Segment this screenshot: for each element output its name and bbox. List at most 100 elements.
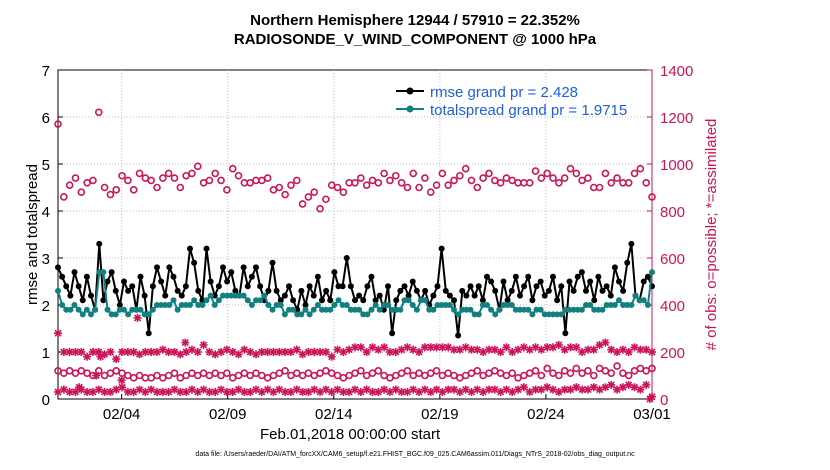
rmse-point	[269, 259, 276, 266]
totalspread-point	[451, 306, 457, 313]
rmse-point	[479, 297, 486, 304]
rmse-point	[187, 245, 193, 252]
totalspread-point	[347, 306, 354, 313]
rmse-point	[116, 302, 123, 308]
rmse-point	[607, 292, 614, 299]
totalspread-point	[599, 306, 606, 313]
totalspread-point	[550, 311, 556, 318]
totalspread-point	[310, 306, 317, 313]
totalspread-point	[616, 297, 622, 304]
rmse-point	[397, 287, 404, 294]
rmse-point	[537, 278, 544, 285]
obs-possible-point	[432, 181, 441, 189]
rmse-point	[409, 278, 416, 285]
obs-possible-point	[525, 179, 534, 187]
totalspread-point	[269, 306, 276, 313]
totalspread-point	[578, 306, 585, 313]
obs-assimilated-point	[589, 345, 598, 354]
rmse-point	[178, 292, 185, 299]
totalspread-point	[628, 302, 635, 308]
chart-title-line-2: RADIOSONDE_V_WIND_COMPONENT @ 1000 hPa	[233, 31, 597, 48]
totalspread-point	[393, 306, 400, 313]
obs-assimilated-point	[327, 352, 336, 361]
rmse-point	[372, 297, 379, 304]
totalspread-point	[203, 297, 210, 304]
rmse-point	[339, 283, 346, 290]
rmse-point	[83, 273, 90, 280]
obs-assimilated-point	[496, 348, 505, 356]
totalspread-point	[319, 306, 325, 313]
obs-possible-point	[106, 190, 115, 199]
obs-assimilated-low-point	[636, 385, 645, 394]
rmse-point	[100, 297, 107, 304]
totalspread-point	[442, 302, 449, 308]
totalspread-point	[611, 302, 618, 308]
totalspread-point	[265, 302, 272, 308]
rmse-point	[88, 292, 94, 299]
totalspread-point	[67, 306, 74, 313]
obs-assimilated-point	[75, 383, 84, 392]
rmse-point	[389, 330, 396, 337]
y-tick-label-left: 3	[42, 251, 50, 268]
obs-possible-low-point	[170, 369, 179, 377]
x-tick-label: 02/04	[103, 406, 141, 423]
obs-possible-point	[473, 183, 482, 192]
obs-possible-point	[281, 190, 289, 199]
obs-assimilated-point	[117, 376, 126, 385]
obs-assimilated-point	[96, 352, 105, 361]
obs-possible-point	[444, 181, 452, 189]
totalspread-point	[207, 292, 214, 299]
rmse-point	[578, 269, 585, 276]
obs-assimilated-point	[83, 352, 92, 361]
obs-possible-point	[391, 171, 400, 180]
obs-possible-point	[624, 179, 633, 187]
rmse-point	[471, 292, 478, 299]
obs-possible-point	[217, 176, 225, 185]
obs-assimilated-low-point	[240, 387, 249, 396]
totalspread-point	[314, 302, 321, 308]
obs-possible-point	[211, 169, 220, 178]
rmse-point	[347, 283, 354, 290]
obs-possible-point	[648, 193, 656, 201]
rmse-point	[484, 273, 490, 280]
totalspread-point	[92, 306, 99, 313]
rmse-point	[430, 292, 437, 299]
x-tick-label: 02/14	[315, 406, 353, 423]
totalspread-point	[224, 292, 231, 299]
totalspread-point	[496, 306, 503, 313]
rmse-point	[620, 287, 627, 294]
totalspread-point	[96, 269, 103, 276]
obs-possible-low-point	[473, 366, 482, 375]
rmse-point	[302, 302, 309, 308]
totalspread-point	[603, 302, 610, 308]
rmse-point	[517, 292, 523, 299]
totalspread-point	[178, 302, 185, 308]
x-tick-label: 03/01	[633, 406, 671, 423]
totalspread-point	[166, 302, 173, 308]
rmse-point	[207, 278, 214, 285]
obs-assimilated-point	[275, 348, 284, 356]
totalspread-point	[632, 292, 639, 299]
rmse-point	[413, 287, 420, 294]
rmse-point	[314, 273, 321, 280]
obs-possible-point	[374, 179, 383, 187]
rmse-point	[75, 283, 82, 290]
totalspread-point	[294, 311, 301, 318]
obs-possible-low-point	[572, 364, 581, 373]
totalspread-point	[467, 306, 474, 313]
obs-possible-point	[409, 169, 418, 178]
obs-possible-point	[112, 186, 121, 194]
rmse-point	[451, 297, 457, 304]
obs-possible-point	[467, 176, 476, 185]
obs-possible-low-point	[543, 364, 551, 373]
totalspread-point	[389, 306, 396, 313]
obs-possible-point	[601, 169, 610, 178]
obs-possible-point	[543, 169, 551, 178]
totalspread-point	[323, 306, 330, 313]
totalspread-point	[475, 311, 482, 318]
rmse-point	[215, 283, 222, 290]
totalspread-point	[570, 306, 577, 313]
totalspread-point	[446, 302, 453, 308]
totalspread-point	[88, 311, 94, 318]
obs-assimilated-point	[71, 348, 80, 356]
